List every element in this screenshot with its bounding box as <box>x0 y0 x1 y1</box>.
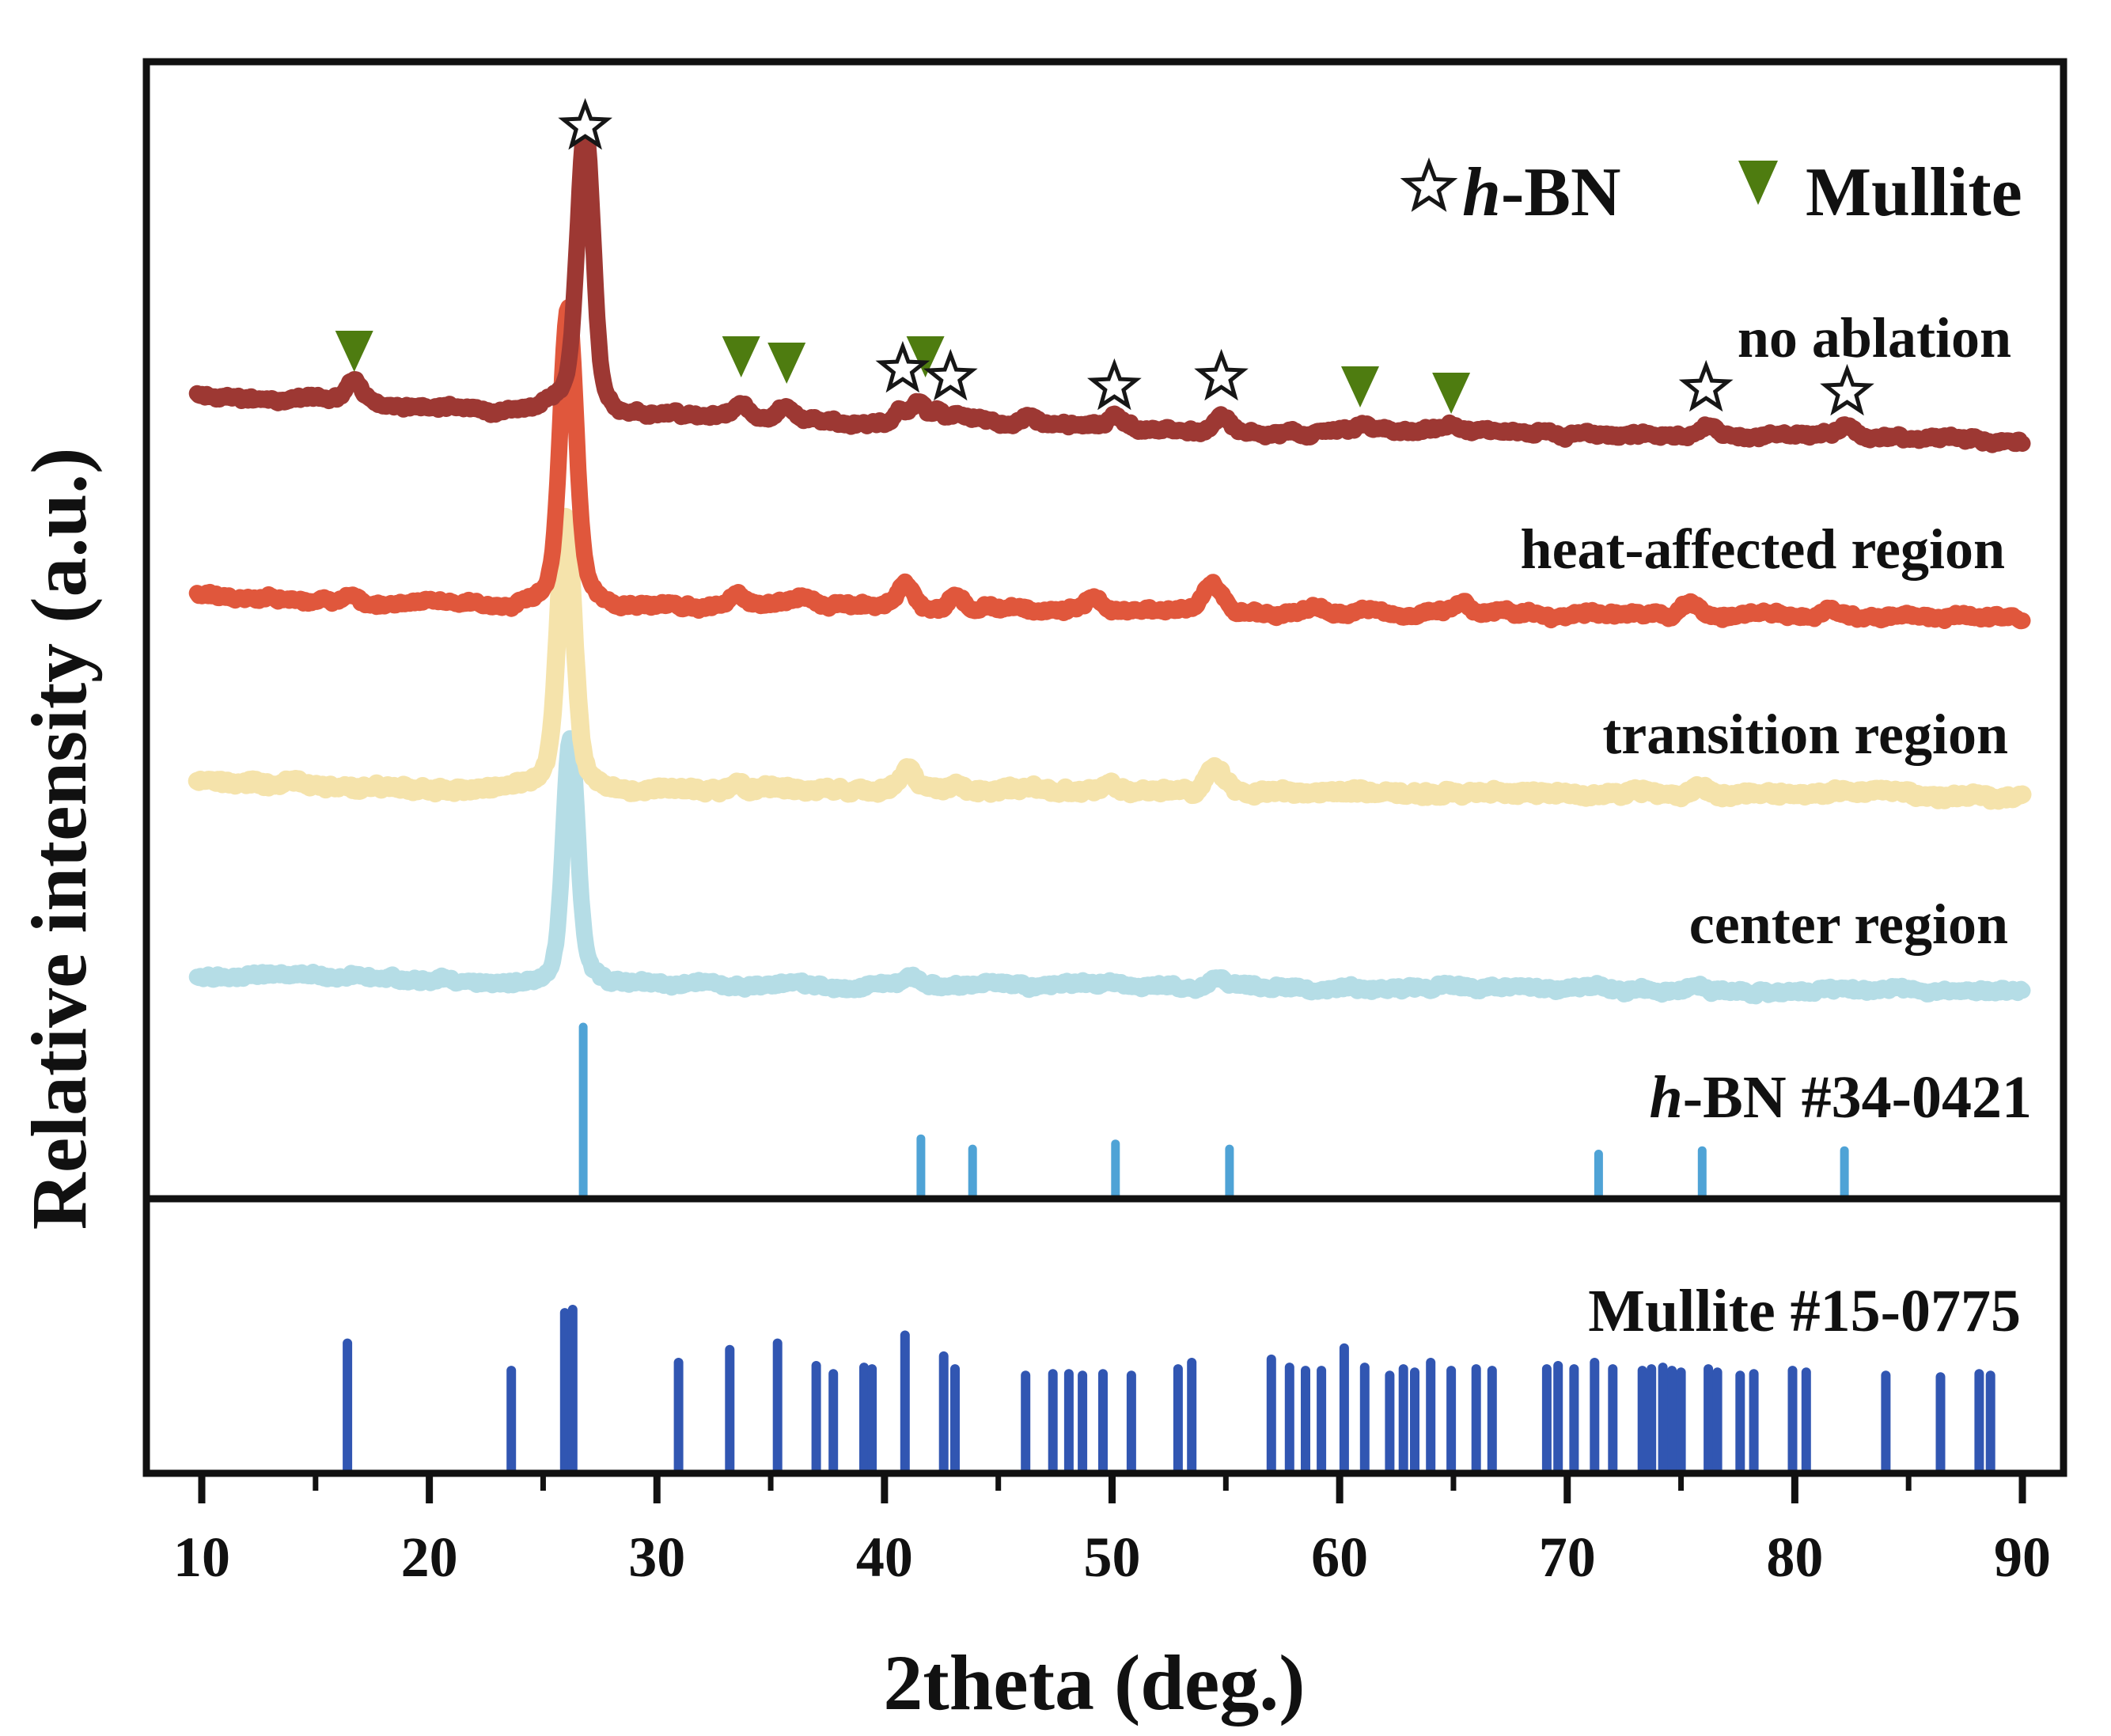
hbn-peak-star-icon <box>558 97 612 150</box>
mullite-peak-triangle-icon <box>906 336 945 377</box>
legend-glyphs <box>1400 157 1778 212</box>
xrd-curve-heat-affected-region <box>188 299 2031 630</box>
x-axis-label: 2theta (deg.) <box>883 1639 1305 1727</box>
x-tick-label: 10 <box>173 1526 230 1589</box>
x-tick-label: 40 <box>856 1526 913 1589</box>
series-label-center: center region <box>1689 893 2008 956</box>
mullite-peak-triangle-icon <box>722 336 760 377</box>
legend-down-triangle-icon <box>1738 161 1778 205</box>
xrd-curve-center-region <box>188 730 2031 1005</box>
x-tick-label: 80 <box>1766 1526 1823 1589</box>
hbn-peak-star-icon <box>875 340 930 393</box>
x-tick-label: 90 <box>1994 1526 2051 1589</box>
legend-label-mullite: Mullite <box>1806 154 2022 231</box>
x-tick-label: 60 <box>1311 1526 1368 1589</box>
mullite-peak-triangle-icon <box>1341 366 1379 407</box>
axis-tick-layer: 10 20 30 40 50 60 70 80 90 <box>173 1473 2051 1589</box>
series-label-transition: transition region <box>1602 703 2008 766</box>
xrd-curve-transition-region <box>188 507 2032 810</box>
peak-marker-layer <box>335 97 1874 416</box>
legend: h-BN Mullite <box>1400 154 2022 231</box>
xrd-curve-no-ablation <box>188 121 2031 453</box>
mullite-peak-triangle-icon <box>1432 373 1471 414</box>
xrd-curve-layer <box>188 121 2032 1005</box>
reference-sticks-mullite <box>343 1305 1995 1475</box>
y-axis-label: Relative intensity (a.u.) <box>15 448 103 1230</box>
reference-label-hbn: h-BN #34-0421 <box>1650 1064 2032 1131</box>
x-tick-label: 50 <box>1084 1526 1141 1589</box>
hbn-peak-star-icon <box>1194 348 1249 401</box>
x-tick-label: 30 <box>628 1526 685 1589</box>
series-label-heat-affected: heat-affected region <box>1521 517 2005 581</box>
hbn-peak-star-icon <box>1820 363 1874 416</box>
hbn-peak-star-icon <box>923 348 978 401</box>
plot-frame <box>142 58 2067 1477</box>
mullite-peak-triangle-icon <box>335 331 373 372</box>
legend-open-star-icon <box>1400 157 1458 212</box>
reference-sticks-hbn <box>578 1022 1849 1201</box>
x-tick-label: 70 <box>1539 1526 1596 1589</box>
legend-label-hbn: h-BN <box>1462 154 1621 231</box>
reference-stick-layer <box>343 1022 1995 1475</box>
hbn-peak-star-icon <box>1678 359 1734 412</box>
hbn-peak-star-icon <box>1087 358 1142 411</box>
series-label-no-ablation: no ablation <box>1738 306 2011 370</box>
x-tick-label: 20 <box>401 1526 458 1589</box>
mullite-peak-triangle-icon <box>767 343 806 384</box>
reference-label-mullite: Mullite #15-0775 <box>1588 1278 2021 1344</box>
